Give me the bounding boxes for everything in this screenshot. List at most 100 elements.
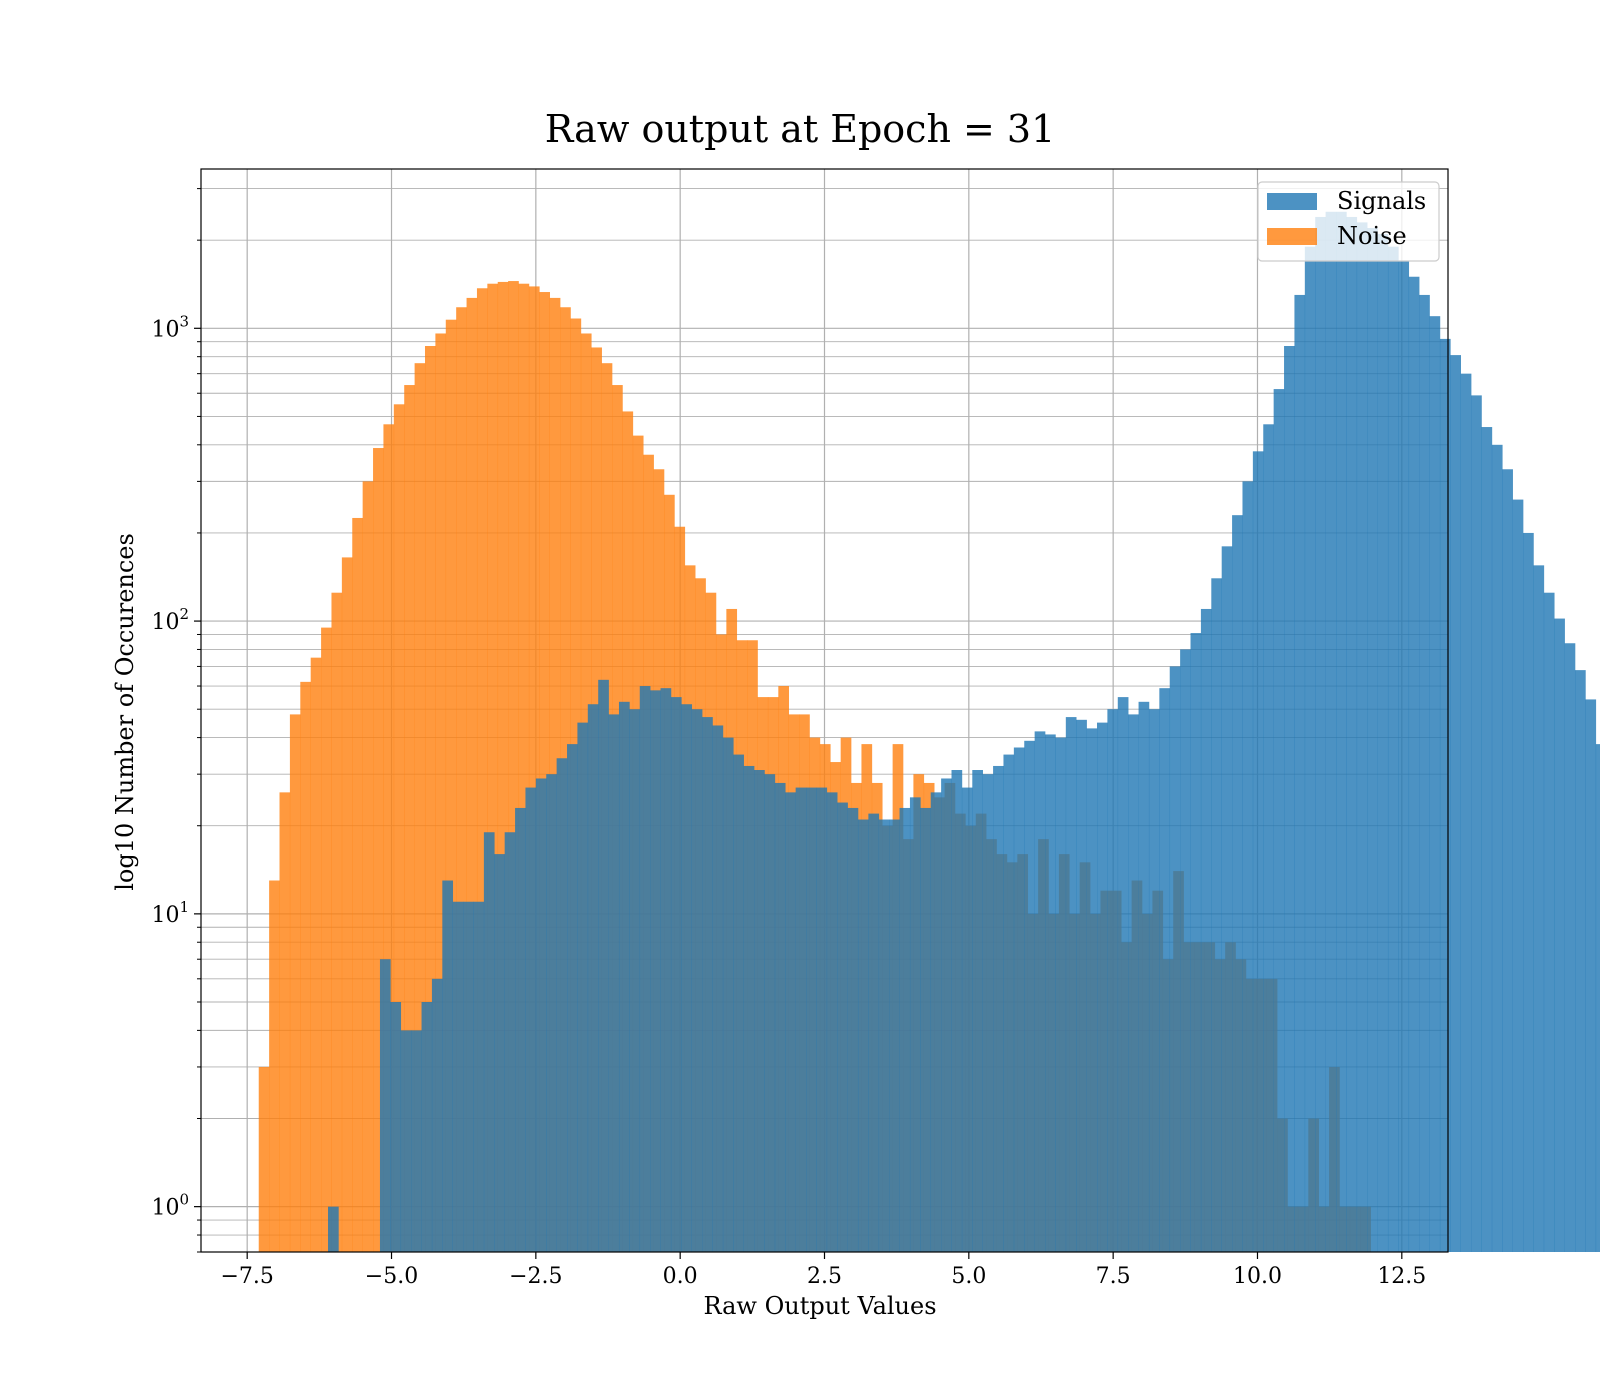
signals-bar (837, 802, 848, 1252)
signals-bar (1585, 699, 1597, 1252)
noise-bar (269, 880, 280, 1252)
noise-bar (373, 448, 384, 1252)
signals-bar (1304, 246, 1316, 1253)
noise-bar (456, 307, 467, 1252)
signals-bar (1377, 233, 1389, 1253)
signals-bar (857, 819, 869, 1252)
legend: Signals Noise (1257, 181, 1440, 262)
signals-bar (660, 688, 672, 1252)
signals-bar (1346, 216, 1358, 1252)
noise-bar (435, 333, 447, 1252)
signals-bar (1190, 633, 1202, 1252)
signals-bar (390, 1001, 402, 1252)
signals-bar (1325, 211, 1337, 1253)
noise-bar (300, 681, 311, 1252)
signals-bar (587, 704, 599, 1252)
signals-bar (1273, 389, 1285, 1252)
signals-bar (577, 722, 589, 1252)
signals-bar (421, 1001, 433, 1252)
signals-bar (826, 792, 838, 1252)
signals-bar (1003, 754, 1015, 1252)
noise-bar (393, 404, 405, 1252)
noise-legend-swatch (1267, 228, 1317, 245)
signals-bar (878, 819, 890, 1252)
signals-bar (598, 679, 609, 1252)
signals-bar (1481, 427, 1493, 1253)
signals-bar (629, 709, 641, 1252)
signals-bar (1148, 709, 1160, 1252)
noise-bar (445, 319, 457, 1253)
signals-bar (795, 787, 807, 1252)
signals-legend-swatch (1267, 193, 1317, 210)
signals-bar (494, 854, 505, 1252)
signals-bar (1512, 499, 1524, 1253)
noise-bar (331, 592, 343, 1252)
signals-bar (431, 978, 443, 1252)
signals-bar (400, 1030, 412, 1252)
signals-bar (525, 787, 537, 1252)
noise-bar (466, 297, 478, 1252)
signals-bar (1460, 373, 1472, 1253)
signals-bar (1450, 355, 1462, 1252)
signals-legend-label: Signals (1337, 187, 1426, 215)
noise-legend-label: Noise (1337, 222, 1407, 250)
x-tick-label: 7.5 (1096, 1264, 1131, 1289)
noise-bar (289, 714, 301, 1252)
signals-bar (743, 765, 755, 1252)
signals-bar (1315, 216, 1326, 1252)
x-tick-label: 10.0 (1233, 1264, 1282, 1289)
signals-bar (733, 754, 744, 1252)
signals-bar (847, 807, 859, 1252)
signals-bar (1211, 578, 1222, 1252)
signals-bar (1128, 714, 1139, 1252)
signals-bar (702, 717, 713, 1252)
x-tick-label: −5.0 (365, 1264, 418, 1289)
signals-bar (972, 770, 983, 1252)
noise-bar (362, 481, 374, 1253)
signals-bar (1159, 688, 1171, 1252)
signals-bar (1564, 643, 1576, 1252)
signals-bar (920, 807, 932, 1252)
signals-series (328, 211, 1600, 1253)
signals-bar (1439, 338, 1451, 1253)
y-tick-label: 101 (151, 898, 189, 928)
x-tick-label: 5.0 (951, 1264, 986, 1289)
signals-bar (411, 1030, 422, 1252)
x-axis-label: Raw Output Values (703, 1292, 936, 1320)
x-tick-label: −2.5 (509, 1264, 562, 1289)
signals-bar (1398, 260, 1410, 1252)
signals-bar (1055, 737, 1067, 1252)
signals-bar (930, 792, 942, 1252)
noise-bar (518, 283, 530, 1252)
signals-bar (774, 782, 786, 1252)
x-tick-label: −7.5 (220, 1264, 273, 1289)
y-tick-label: 102 (151, 605, 189, 635)
y-axis-label: log10 Number of Occurences (111, 533, 139, 891)
signals-bar (608, 714, 620, 1252)
signals-bar (618, 701, 630, 1252)
signals-bar (650, 690, 661, 1252)
noise-bar (341, 557, 353, 1252)
y-tick-label: 100 (151, 1191, 189, 1221)
signals-bar (909, 797, 921, 1252)
signals-bar (1076, 719, 1087, 1252)
x-tick-label: 0.0 (663, 1264, 698, 1289)
signals-bar (1117, 697, 1129, 1252)
signals-bar (889, 819, 900, 1252)
signals-bar (1575, 670, 1586, 1252)
signals-bar (1045, 734, 1056, 1252)
noise-bar (487, 283, 499, 1252)
axis-ticks: −7.5 −5.0 −2.5 0.0 2.5 5.0 7.5 10.0 12.5 100 101 10… (151, 188, 1426, 1289)
noise-bar (279, 792, 291, 1252)
signals-bar (1408, 276, 1420, 1252)
signals-bar (1336, 211, 1347, 1253)
signals-bar (1533, 565, 1545, 1252)
noise-bar (404, 385, 415, 1252)
signals-bar (442, 880, 454, 1252)
noise-bar (476, 288, 488, 1253)
signals-bar (639, 686, 651, 1252)
signals-bar (764, 774, 776, 1252)
signals-bar (1387, 246, 1399, 1253)
signals-bar (722, 737, 734, 1252)
